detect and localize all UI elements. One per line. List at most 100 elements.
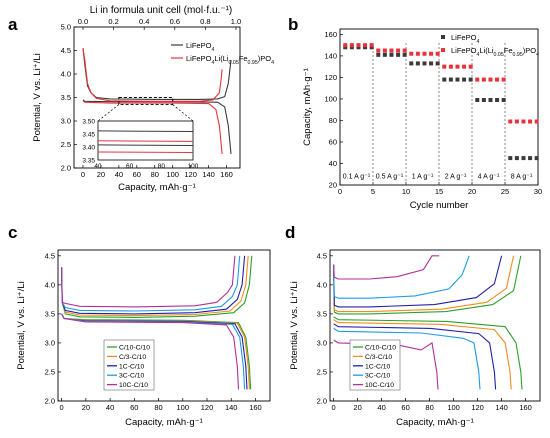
y-tick-label: 20 (329, 181, 337, 190)
x-tick-label: 80 (425, 403, 433, 412)
y-tick-label: 120 (324, 73, 337, 82)
zoom-connector (97, 104, 120, 122)
inset-y-tick-label: 3.35 (82, 158, 95, 165)
legend-box (349, 339, 401, 391)
x-tick-label: 5 (371, 187, 375, 196)
y-tick-label: 2.0 (317, 397, 327, 406)
x-tick-label: 40 (106, 403, 114, 412)
legend-text-part: 4 (536, 52, 539, 58)
inset-curve (97, 151, 194, 154)
data-point (514, 119, 519, 124)
data-point (468, 77, 473, 82)
legend-text-part: 4 (476, 39, 479, 45)
x-tick-label: 0 (81, 170, 85, 179)
data-point (363, 43, 368, 48)
legend-text-part: LiFePO (186, 41, 212, 50)
data-point (495, 98, 500, 103)
x-tick-label: 0 (338, 187, 342, 196)
data-point (415, 61, 420, 66)
data-point (481, 98, 486, 103)
legend-text-part: Li(Li (214, 54, 229, 63)
y-tick-label: 4.0 (317, 280, 327, 289)
data-point (442, 64, 447, 69)
charge-curve (333, 255, 515, 313)
discharge-curve (333, 316, 523, 390)
charge-curve (61, 255, 241, 312)
inset-x-tick-label: 40 (94, 163, 102, 170)
data-point (462, 77, 467, 82)
x-axis-title: Cycle number (410, 200, 469, 211)
y-tick-label: 2.5 (61, 140, 71, 149)
data-point (475, 98, 480, 103)
data-point (409, 51, 414, 56)
data-point (343, 43, 348, 48)
data-point (475, 77, 480, 82)
data-point (468, 64, 473, 69)
data-point (415, 51, 420, 56)
data-point (382, 48, 387, 53)
inset-y-tick-label: 3.40 (82, 145, 95, 152)
y-axis-title: Potential, V vs. Li⁺/Li (16, 281, 27, 369)
charge-curve (333, 255, 440, 280)
inset-x-tick-label: 80 (158, 163, 166, 170)
legend-text-part: 0.05 (494, 52, 504, 58)
panel-label: c (8, 223, 17, 242)
legend-label: LiFePO4 (451, 33, 479, 45)
charge-curve (82, 48, 223, 102)
x-tick-label: 160 (249, 403, 262, 412)
data-point (396, 52, 401, 57)
y-tick-label: 4.5 (317, 251, 327, 260)
y-tick-label: 80 (329, 116, 337, 125)
data-point (455, 77, 460, 82)
x-tick-label: 80 (154, 403, 162, 412)
legend-text-part: LiFePO (451, 33, 477, 42)
y-tick-label: 40 (329, 159, 337, 168)
y-tick-label: 160 (324, 30, 337, 39)
data-point (508, 119, 513, 124)
panel-label: b (288, 15, 298, 34)
y-tick-label: 3.0 (317, 339, 327, 348)
charge-curve (61, 255, 236, 308)
top-tick-label: 0.0 (78, 17, 88, 26)
legend-text-part: )PO (523, 46, 537, 55)
data-point (488, 98, 493, 103)
zoom-box (118, 97, 174, 105)
legend-text-part: 0.05 (229, 60, 239, 66)
data-point (363, 45, 368, 50)
x-tick-label: 120 (471, 403, 484, 412)
y-axis-title: Potential, V vs. Li⁺/Li (289, 281, 300, 369)
x-tick-label: 0 (332, 403, 336, 412)
x-tick-label: 120 (184, 170, 197, 179)
legend-label: LiFePO4Li(Li0.05Fe0.95)PO4 (186, 54, 274, 66)
legend-swatch (441, 35, 445, 39)
x-tick-label: 10 (402, 187, 410, 196)
discharge-curve (82, 99, 232, 154)
panel-d: 0 20 40 60 80 100 120 140 160 2.0 2.5 3.0 3.5 4.0 4.5 C… (285, 223, 541, 428)
data-point (429, 61, 434, 66)
top-axis-title: Li in formula unit cell (mol·f.u.⁻¹) (90, 5, 233, 16)
data-point (349, 45, 354, 50)
data-point (422, 61, 427, 66)
data-point (356, 43, 361, 48)
rate-label: 1 A g⁻¹ (412, 174, 434, 181)
x-tick-label: 20 (97, 170, 105, 179)
y-tick-label: 3.0 (61, 117, 71, 126)
x-tick-label: 20 (82, 403, 90, 412)
x-axis-title: Capacity, mAh·g⁻¹ (125, 417, 203, 428)
legend: C/10-C/10 C/3-C/10 1C-C/10 3C-C/10 10C-C/10 (349, 339, 401, 391)
data-point (521, 156, 526, 161)
x-tick-label: 20 (468, 187, 476, 196)
data-point (514, 156, 519, 161)
y-tick-label: 4.0 (61, 70, 71, 79)
legend-text-part: 4 (211, 47, 214, 53)
data-point (369, 43, 374, 48)
x-tick-label: 20 (353, 403, 361, 412)
inset-x-tick-label: 100 (188, 163, 199, 170)
data-point (402, 52, 407, 57)
discharge-curve (82, 100, 223, 154)
x-tick-label: 60 (130, 403, 138, 412)
data-point (462, 64, 467, 69)
rate-label: 2 A g⁻¹ (445, 174, 467, 181)
legend-text-part: 4 (271, 60, 274, 66)
